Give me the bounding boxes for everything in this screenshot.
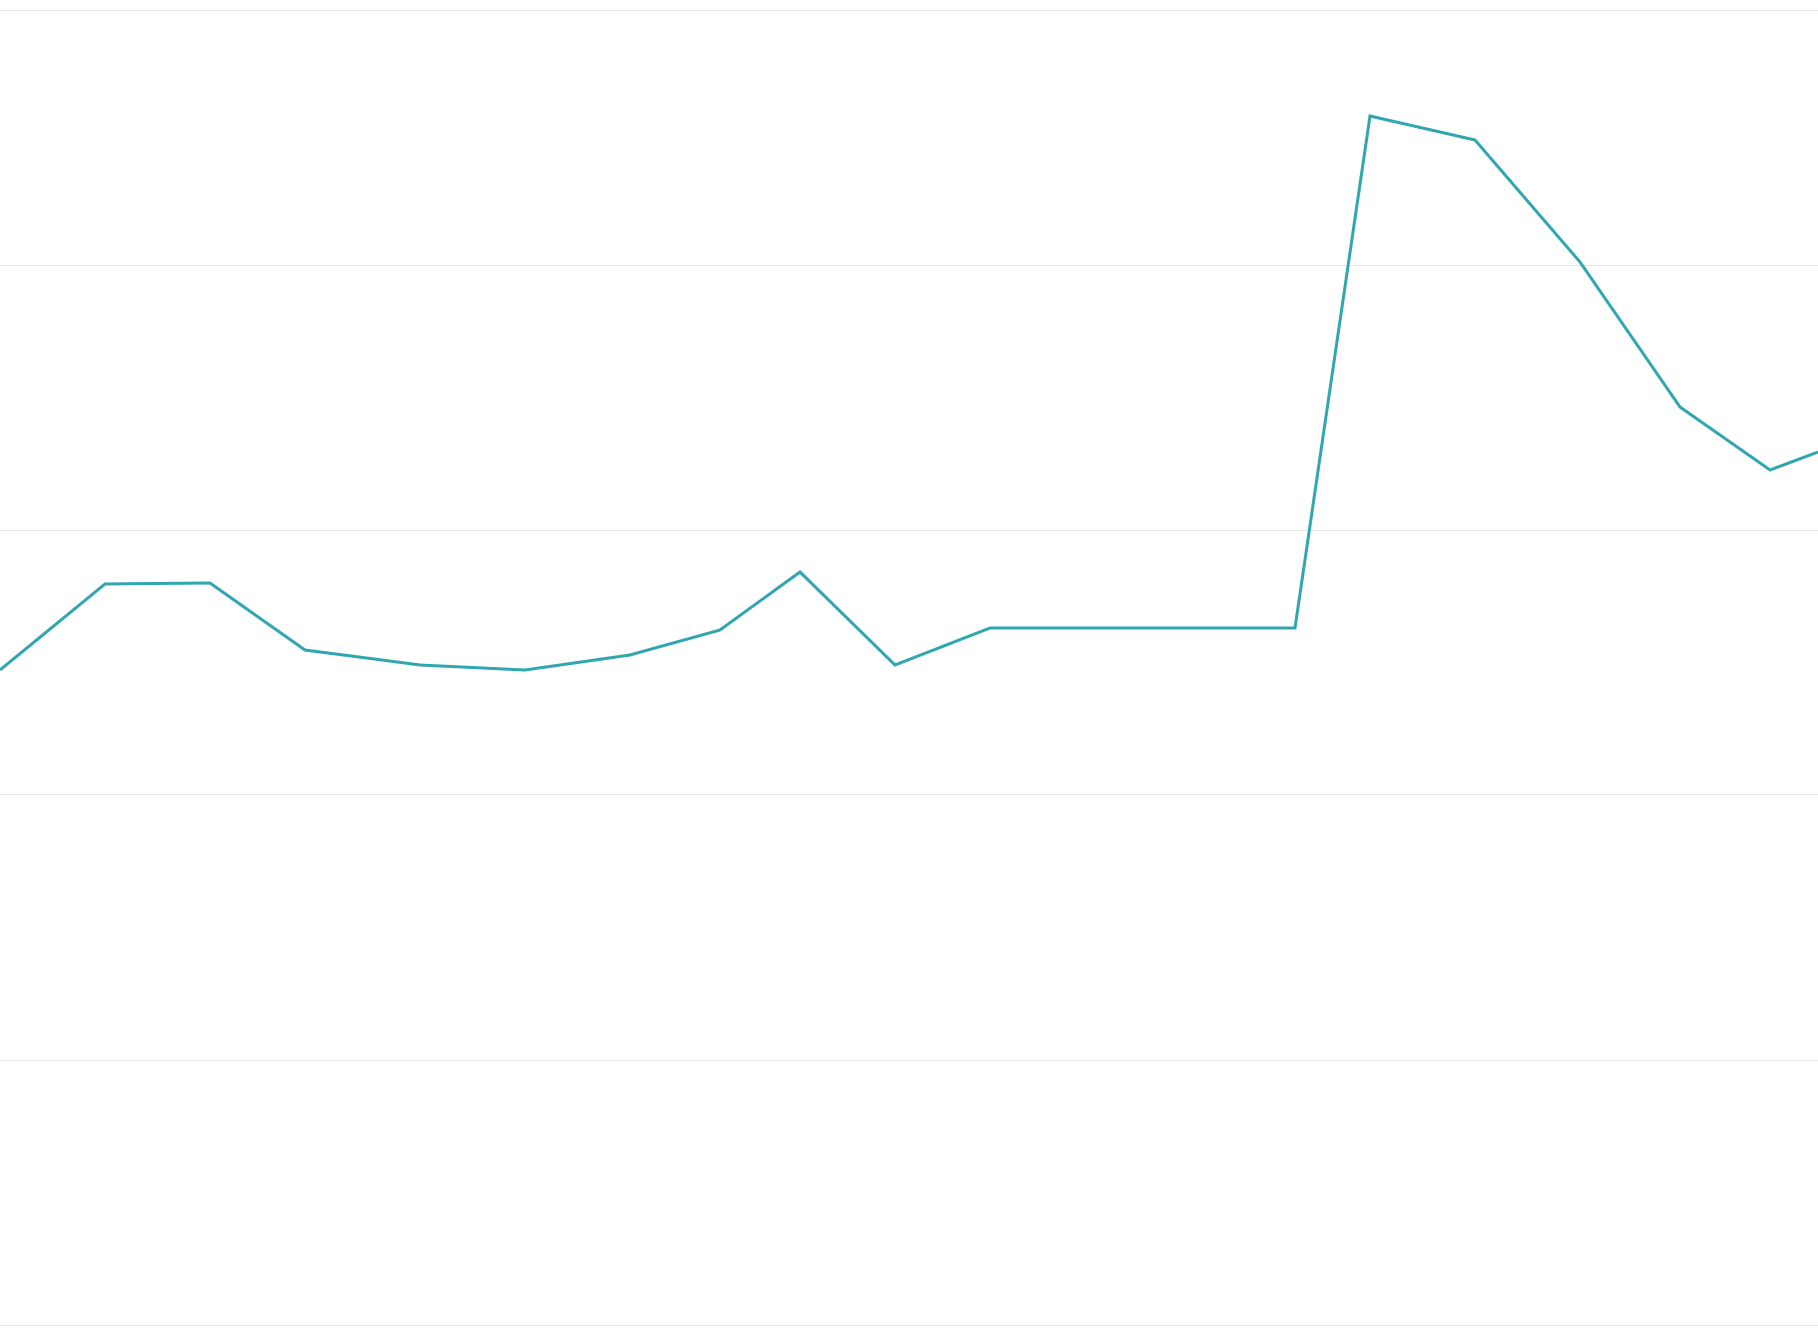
data-series-line <box>0 116 1818 670</box>
line-chart-svg <box>0 0 1818 1338</box>
line-chart-container <box>0 0 1818 1338</box>
